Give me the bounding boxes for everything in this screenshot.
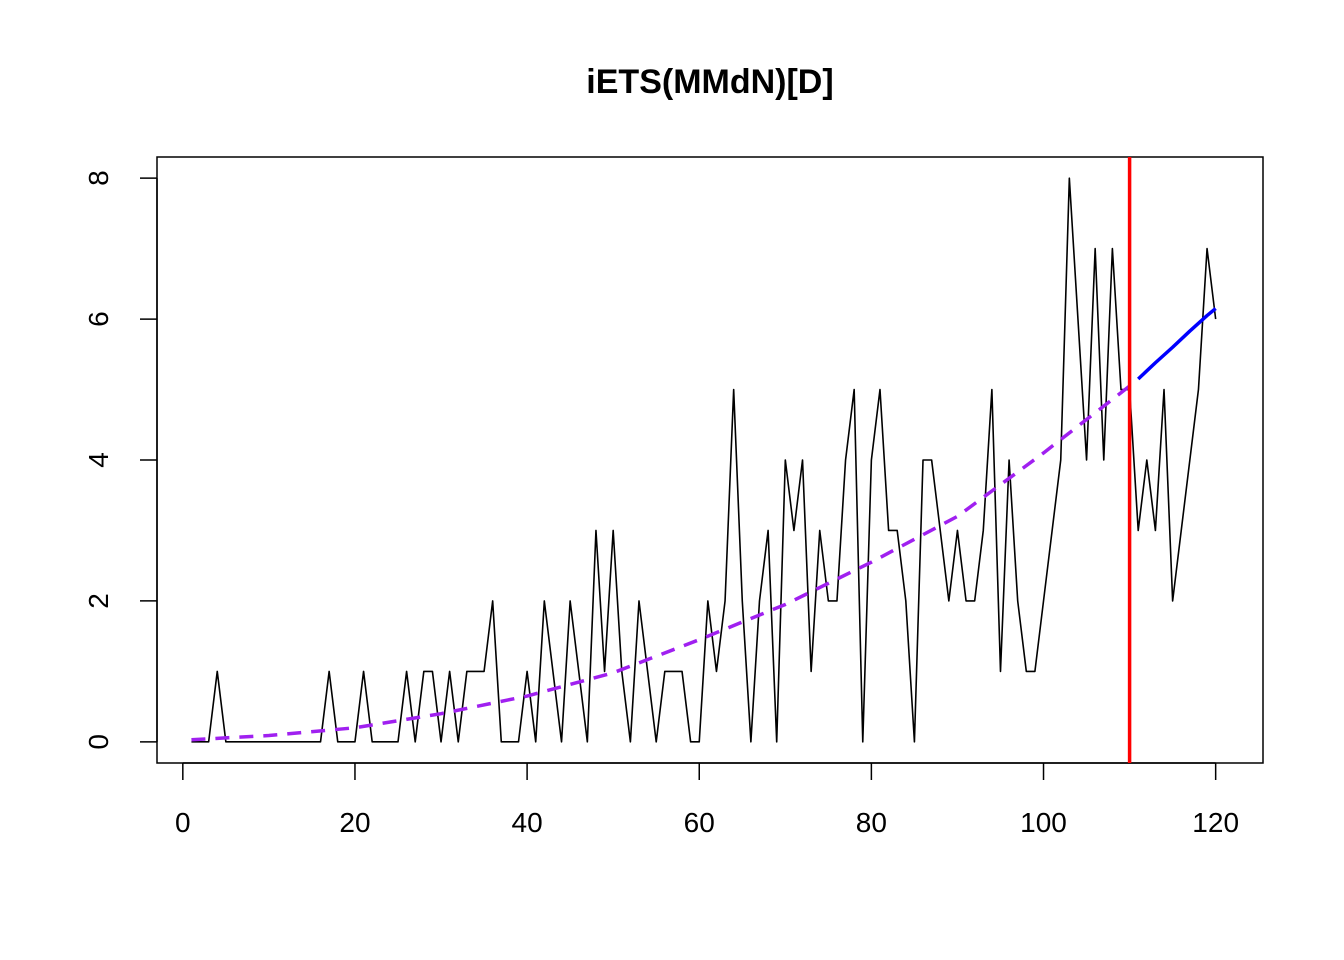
x-axis: 0 20 40 60 80 100 120: [175, 762, 1239, 838]
y-tick-label: 6: [83, 311, 114, 327]
series-line-forecast: [1137, 307, 1217, 381]
x-tick-label: 40: [512, 807, 543, 838]
series-layer: [191, 157, 1217, 763]
x-tick-label: 80: [856, 807, 887, 838]
plot-frame: [156, 156, 1264, 764]
y-axis: 0 2 4 6 8: [83, 170, 158, 750]
y-tick-label: 4: [83, 452, 114, 468]
y-tick-label: 2: [83, 593, 114, 609]
series-line-actuals: [191, 177, 1217, 743]
y-tick-label: 8: [83, 170, 114, 186]
x-tick-label: 120: [1192, 807, 1239, 838]
chart-title: iETS(MMdN)[D]: [586, 63, 833, 101]
y-tick-label: 0: [83, 734, 114, 750]
x-tick-label: 60: [684, 807, 715, 838]
x-tick-label: 0: [175, 807, 191, 838]
x-tick-label: 20: [339, 807, 370, 838]
series-line-fitted: [191, 384, 1131, 742]
x-tick-label: 100: [1020, 807, 1067, 838]
